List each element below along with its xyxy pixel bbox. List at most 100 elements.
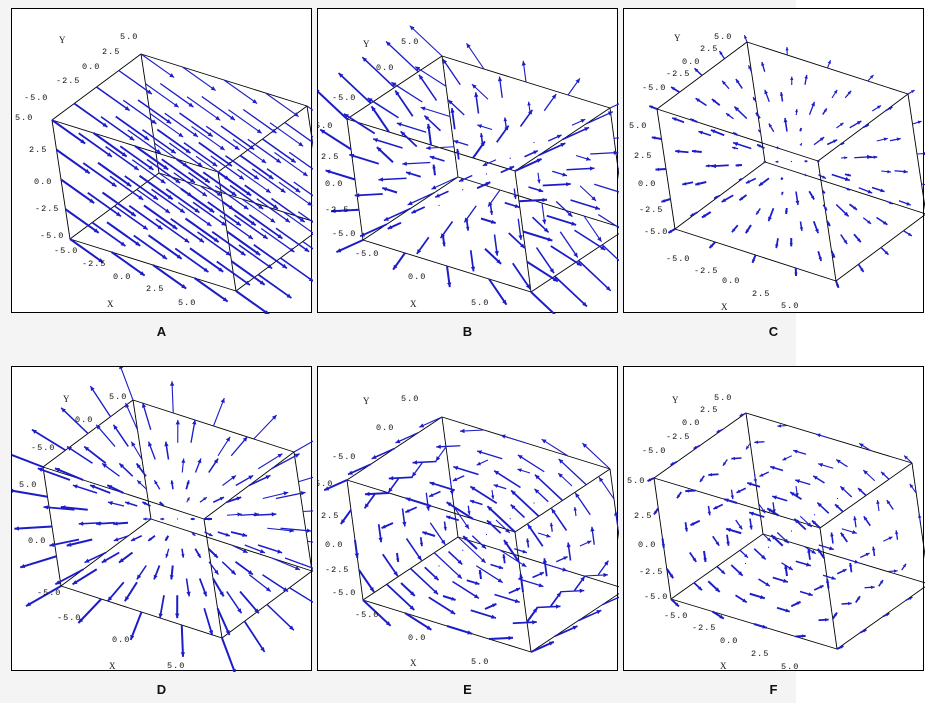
y-tick-label: 0.0 (682, 57, 700, 67)
x-tick-label: 2.5 (751, 649, 769, 659)
x-axis-label: X (410, 299, 417, 309)
y-axis-label: Y (59, 35, 66, 45)
y-tick-label: 2.5 (102, 47, 120, 57)
x-tick-label: -5.0 (355, 249, 379, 259)
y-tick-label: 2.5 (700, 44, 718, 54)
vector-field-plot: 5.02.50.0-2.5-5.05.02.50.0-2.5-5.0-5.0-2… (627, 393, 925, 672)
x-tick-label: 2.5 (752, 289, 770, 299)
plot-panel-e: 5.0 0.0 -5.0 5.0 2.5 0.0 -2.5 -5.0 -5.0 0.0 5.0 Y X (317, 366, 619, 671)
y-tick-label: 5.0 (109, 392, 127, 402)
z-tick-label: 0.0 (325, 540, 343, 550)
z-tick-label: -2.5 (35, 204, 59, 214)
x-tick-label: 5.0 (167, 661, 185, 671)
y-tick-label: -2.5 (666, 432, 690, 442)
vector-field-plot: 5.0 0.0 -5.0 5.0 2.5 0.0 -2.5 -5.0 -5.0 0.0 5.0 Y X (318, 394, 619, 668)
y-tick-label: 0.0 (75, 415, 93, 425)
z-tick-label: 2.5 (321, 511, 339, 521)
vector-field-plot: 5.02.50.0-2.5-5.05.02.50.0-2.5-5.0-5.0-2… (629, 32, 925, 312)
y-tick-label: -5.0 (642, 83, 666, 93)
y-tick-label: -5.0 (332, 452, 356, 462)
x-tick-label: -5.0 (57, 613, 81, 623)
z-tick-label: 5.0 (15, 113, 33, 123)
vector-arrows (648, 34, 925, 289)
bounding-box (346, 55, 619, 293)
y-tick-label: 5.0 (714, 393, 732, 403)
vector-arrows (12, 367, 313, 672)
y-tick-label: -2.5 (666, 69, 690, 79)
vector-arrows (318, 25, 619, 314)
plot-panel-a: 5.0 2.5 0.0 -2.5 -5.0 5.0 2.5 0.0 -2.5 -5.0 -5.0 -2… (11, 8, 313, 314)
x-tick-label: 5.0 (471, 298, 489, 308)
z-tick-label: 5.0 (318, 121, 333, 131)
x-tick-label: 5.0 (178, 298, 196, 308)
y-tick-label: 0.0 (82, 62, 100, 72)
x-tick-label: 0.0 (408, 633, 426, 643)
x-tick-label: 0.0 (720, 636, 738, 646)
plot-panel-d: 5.0 0.0 -5.0 5.0 0.0 -5.0 -5.0 0.0 5.0 Y X (11, 366, 313, 672)
x-tick-label: 2.5 (146, 284, 164, 294)
axis-tick-labels: 5.02.50.0-2.5-5.05.02.50.0-2.5-5.0-5.0-2… (15, 32, 196, 308)
y-axis-label: Y (363, 396, 370, 406)
vector-field-plot: 5.0 0.0 -5.0 5.0 2.5 0.0 -2.5 -5.0 -5.0 0.0 5.0 Y X (318, 25, 619, 314)
x-tick-label: -5.0 (666, 254, 690, 264)
y-tick-label: -5.0 (24, 93, 48, 103)
plot-caption-b: B (462, 324, 473, 339)
x-tick-label: 0.0 (112, 635, 130, 645)
vector-field-plot: 5.02.50.0-2.5-5.05.02.50.0-2.5-5.0-5.0-2… (15, 32, 313, 314)
y-tick-label: 5.0 (714, 32, 732, 42)
y-axis-label: Y (674, 33, 681, 43)
y-tick-label: 5.0 (401, 37, 419, 47)
z-tick-label: -2.5 (325, 205, 349, 215)
vector-arrows (51, 53, 313, 314)
x-axis-label: X (720, 661, 727, 671)
z-tick-label: -5.0 (37, 588, 61, 598)
y-tick-label: 2.5 (700, 405, 718, 415)
vector-field-plot: 5.0 0.0 -5.0 5.0 0.0 -5.0 -5.0 0.0 5.0 Y X (12, 367, 313, 672)
z-tick-label: -5.0 (644, 592, 668, 602)
y-tick-label: -2.5 (56, 76, 80, 86)
z-tick-label: 5.0 (627, 476, 645, 486)
axis-tick-labels: 5.0 0.0 -5.0 5.0 0.0 -5.0 -5.0 0.0 5.0 (19, 392, 185, 671)
x-tick-label: 5.0 (781, 301, 799, 311)
axis-tick-labels: 5.02.50.0-2.5-5.05.02.50.0-2.5-5.0-5.0-2… (629, 32, 799, 311)
z-tick-label: -5.0 (332, 588, 356, 598)
z-tick-label: 2.5 (321, 152, 339, 162)
x-tick-label: -5.0 (54, 246, 78, 256)
x-tick-label: 5.0 (781, 662, 799, 672)
plot-caption-a: A (156, 324, 167, 339)
x-tick-label: 5.0 (471, 657, 489, 667)
z-tick-label: 5.0 (19, 480, 37, 490)
z-tick-label: -2.5 (639, 567, 663, 577)
z-tick-label: -5.0 (644, 227, 668, 237)
z-tick-label: 0.0 (34, 177, 52, 187)
x-axis-label: X (721, 302, 728, 312)
plot-caption-e: E (463, 682, 472, 697)
x-tick-label: -5.0 (355, 610, 379, 620)
vector-arrows (647, 412, 925, 650)
z-tick-label: -5.0 (332, 229, 356, 239)
bounding-box (51, 53, 313, 292)
axis-tick-labels: 5.02.50.0-2.5-5.05.02.50.0-2.5-5.0-5.0-2… (627, 393, 799, 672)
z-tick-label: 5.0 (318, 479, 333, 489)
x-tick-label: -5.0 (664, 611, 688, 621)
z-tick-label: -2.5 (639, 205, 663, 215)
x-tick-label: 0.0 (408, 272, 426, 282)
y-axis-label: Y (363, 39, 370, 49)
x-tick-label: -2.5 (82, 259, 106, 269)
y-tick-label: 0.0 (682, 418, 700, 428)
y-axis-label: Y (63, 394, 70, 404)
y-tick-label: 5.0 (120, 32, 138, 42)
z-tick-label: 0.0 (638, 179, 656, 189)
axis-tick-labels: 5.0 0.0 -5.0 5.0 2.5 0.0 -2.5 -5.0 -5.0 0.0 5.0 (318, 394, 489, 667)
plot-caption-f: F (769, 682, 778, 697)
x-tick-label: -2.5 (694, 266, 718, 276)
y-tick-label: -5.0 (332, 93, 356, 103)
plot-panel-f: 5.0 2.5 0.0 -2.5 -5.0 5.0 2.5 0.0 -2.5 -5.0 -5.0 -2… (623, 366, 925, 672)
x-axis-label: X (410, 658, 417, 668)
x-tick-label: 0.0 (722, 276, 740, 286)
x-tick-label: 0.0 (113, 272, 131, 282)
y-tick-label: -5.0 (31, 443, 55, 453)
z-tick-label: -2.5 (325, 565, 349, 575)
x-axis-label: X (107, 299, 114, 309)
axis-tick-labels: 5.0 0.0 -5.0 5.0 2.5 0.0 -2.5 -5.0 -5.0 0.0 5.0 (318, 37, 489, 308)
